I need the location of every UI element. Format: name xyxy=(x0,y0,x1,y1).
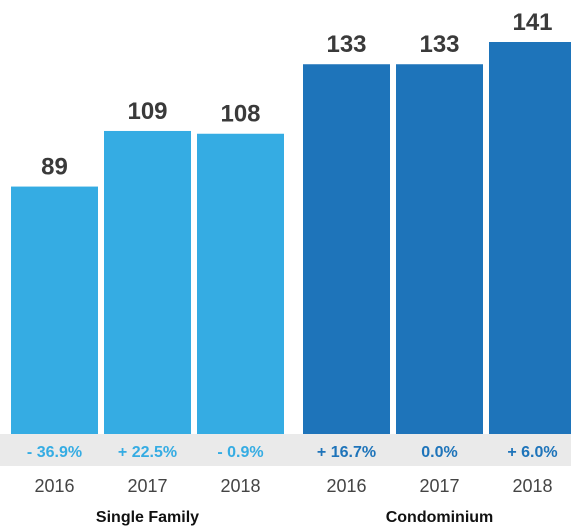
bars-layer xyxy=(11,42,571,434)
change-label-condominium-2018: + 6.0% xyxy=(507,444,557,461)
change-label-single-family-2016: - 36.9% xyxy=(27,444,82,461)
change-label-condominium-2017: 0.0% xyxy=(421,444,457,461)
group-label-single-family: Single Family xyxy=(96,509,199,526)
value-label-condominium-2017: 133 xyxy=(419,31,459,58)
change-label-single-family-2017: + 22.5% xyxy=(118,444,177,461)
year-label-condominium-2016: 2016 xyxy=(326,476,366,496)
bar-single-family-2017 xyxy=(104,130,191,434)
value-label-condominium-2018: 141 xyxy=(512,9,552,36)
percent-band xyxy=(0,434,571,466)
year-label-condominium-2017: 2017 xyxy=(419,476,459,496)
bar-single-family-2018 xyxy=(197,133,284,434)
bar-condominium-2018 xyxy=(489,42,571,434)
bar-single-family-2016 xyxy=(11,186,98,434)
change-label-single-family-2018: - 0.9% xyxy=(217,444,263,461)
value-label-single-family-2018: 108 xyxy=(220,101,260,128)
year-label-condominium-2018: 2018 xyxy=(512,476,552,496)
group-label-condominium: Condominium xyxy=(386,509,494,526)
year-label-single-family-2018: 2018 xyxy=(220,476,260,496)
value-label-single-family-2017: 109 xyxy=(127,98,167,125)
labels-layer: 89 - 36.9% 2016 109 + 22.5% 2017 108 - 0.9% 2018… xyxy=(27,9,558,526)
year-label-single-family-2017: 2017 xyxy=(127,476,167,496)
value-label-condominium-2016: 133 xyxy=(326,31,366,58)
value-label-single-family-2016: 89 xyxy=(41,154,68,181)
bar-condominium-2017 xyxy=(396,64,483,434)
change-label-condominium-2016: + 16.7% xyxy=(317,444,376,461)
year-label-single-family-2016: 2016 xyxy=(34,476,74,496)
bar-condominium-2016 xyxy=(303,64,390,434)
